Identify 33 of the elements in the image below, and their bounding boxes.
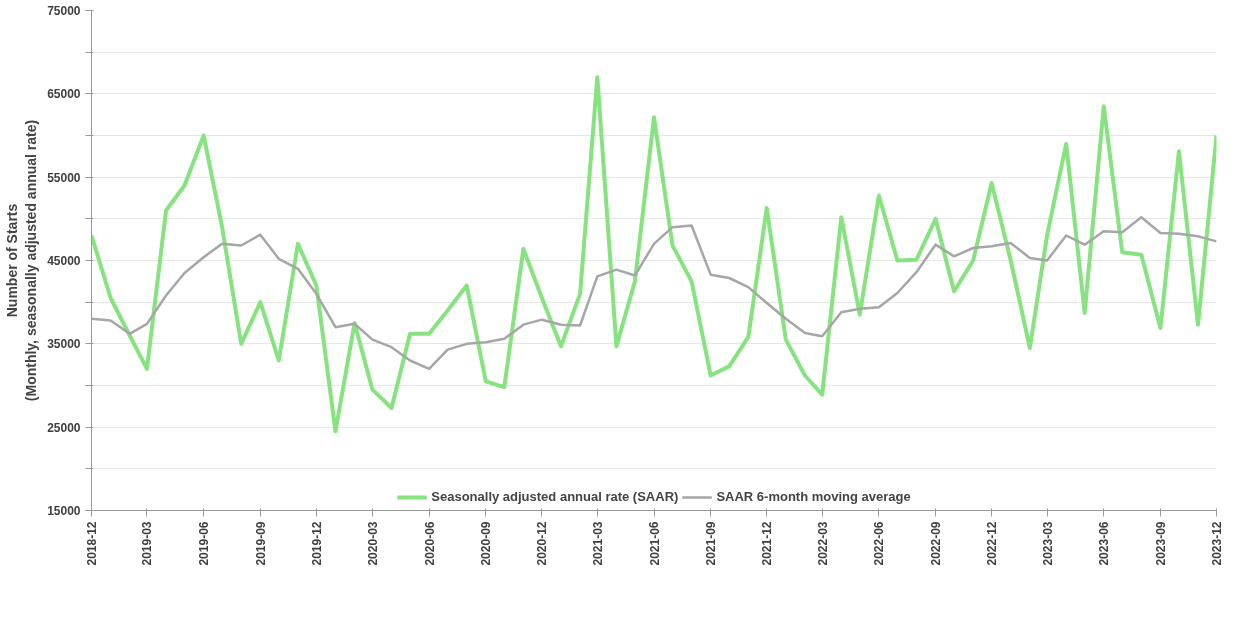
x-tick-label: 2021-12 — [760, 521, 775, 566]
x-tick-label: 2019-03 — [140, 521, 155, 566]
x-tick-label: 2020-03 — [365, 521, 380, 566]
x-tick-label: 2020-09 — [479, 521, 494, 566]
x-tick-label: 2022-09 — [929, 521, 944, 566]
y-axis-title: Number of Starts (Monthly, seasonally adjusted annual rate) — [3, 119, 40, 402]
x-tick-label: 2022-06 — [872, 521, 887, 566]
x-tick-label: 2019-06 — [197, 521, 212, 566]
x-tick-label: 2019-09 — [253, 521, 268, 566]
x-tick-label: 2020-06 — [422, 521, 437, 566]
x-tick-label: 2022-12 — [985, 521, 1000, 566]
y-tick-label: 75000 — [47, 4, 81, 18]
y-tick-label: 15000 — [47, 504, 81, 518]
x-tick-label: 2021-09 — [704, 521, 719, 566]
legend-label: Seasonally adjusted annual rate (SAAR) — [431, 489, 679, 504]
x-tick-label: 2019-12 — [309, 521, 324, 566]
y-tick-label: 55000 — [47, 170, 81, 185]
legend-label: SAAR 6-month moving average — [716, 489, 911, 504]
y-tick-label: 25000 — [47, 420, 81, 435]
x-tick-label: 2023-12 — [1210, 521, 1224, 566]
x-tick-label: 2023-03 — [1040, 521, 1055, 566]
y-tick-label: 35000 — [47, 337, 81, 352]
y-tick-label: 45000 — [47, 254, 81, 268]
y-tick-label: 65000 — [47, 87, 81, 102]
x-tick-label: 2021-03 — [590, 521, 605, 566]
x-tick-label: 2023-09 — [1153, 521, 1168, 566]
x-tick-label: 2022-03 — [815, 521, 830, 566]
line-series — [91, 215, 1217, 371]
x-tick-label: 2023-06 — [1097, 521, 1112, 566]
x-tick-label: 2021-06 — [647, 521, 662, 566]
x-tick-label: 2018-12 — [85, 521, 99, 566]
line-series — [91, 75, 1217, 434]
x-tick-label: 2020-12 — [535, 521, 550, 566]
